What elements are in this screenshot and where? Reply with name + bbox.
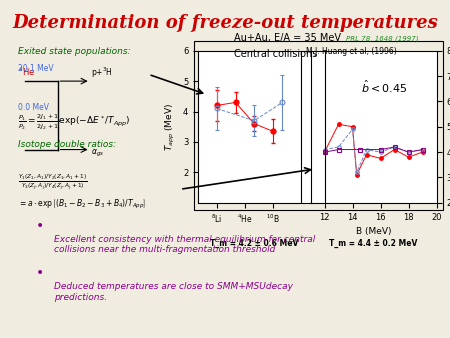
Text: $\frac{Y_1(Z_1,A_1)/Y_2(Z_1,A_1+1)}{Y_3(Z_j,A_j)/Y_4(Z_j,A_j+1)}$: $\frac{Y_1(Z_1,A_1)/Y_2(Z_1,A_1+1)}{Y_3(… xyxy=(18,173,88,192)
Text: $\frac{P_1}{P_2} = \frac{2J_1+1}{2J_2+1}\exp(-\Delta E^*/T_{App})$: $\frac{P_1}{P_2} = \frac{2J_1+1}{2J_2+1}… xyxy=(18,112,130,130)
Text: 0.0 MeV: 0.0 MeV xyxy=(18,102,49,112)
Text: Isotope double ratios:: Isotope double ratios: xyxy=(18,140,116,149)
Text: T_m = 4.2 ± 0.6 MeV: T_m = 4.2 ± 0.6 MeV xyxy=(210,238,298,247)
Text: p+$^3$H: p+$^3$H xyxy=(90,66,112,80)
Text: Central collisions: Central collisions xyxy=(234,49,317,59)
Text: •: • xyxy=(36,219,44,233)
Text: Exited state populations:: Exited state populations: xyxy=(18,47,130,56)
Text: Determination of freeze-out temperatures: Determination of freeze-out temperatures xyxy=(12,14,438,31)
Text: $= a \cdot \exp\left[(B_1-B_2-B_3+B_4)/T_{App}\right]$: $= a \cdot \exp\left[(B_1-B_2-B_3+B_4)/T… xyxy=(18,198,146,211)
Text: Deduced temperatures are close to SMM+MSUdecay
predictions.: Deduced temperatures are close to SMM+MS… xyxy=(54,282,293,301)
Text: •: • xyxy=(36,266,44,280)
X-axis label: B (MeV): B (MeV) xyxy=(356,227,391,236)
Text: M.J. Huang et al, (1996): M.J. Huang et al, (1996) xyxy=(306,47,397,56)
Text: 20.1 MeV: 20.1 MeV xyxy=(18,64,54,73)
Text: PRL 78, 1648 (1997): PRL 78, 1648 (1997) xyxy=(346,35,419,42)
Y-axis label: $T_{app}$ (MeV): $T_{app}$ (MeV) xyxy=(164,103,177,151)
Text: Excellent consistency with thermal equilibrium for central
collisions near the m: Excellent consistency with thermal equil… xyxy=(54,235,315,254)
Text: T_m = 4.4 ± 0.2 MeV: T_m = 4.4 ± 0.2 MeV xyxy=(329,238,418,247)
Text: $^4$He: $^4$He xyxy=(18,66,35,78)
Text: $\alpha_{gs}$: $\alpha_{gs}$ xyxy=(90,148,104,159)
Text: Au+Au, E/A = 35 MeV: Au+Au, E/A = 35 MeV xyxy=(234,32,341,43)
Text: $\hat{b} < 0.45$: $\hat{b} < 0.45$ xyxy=(361,79,407,95)
